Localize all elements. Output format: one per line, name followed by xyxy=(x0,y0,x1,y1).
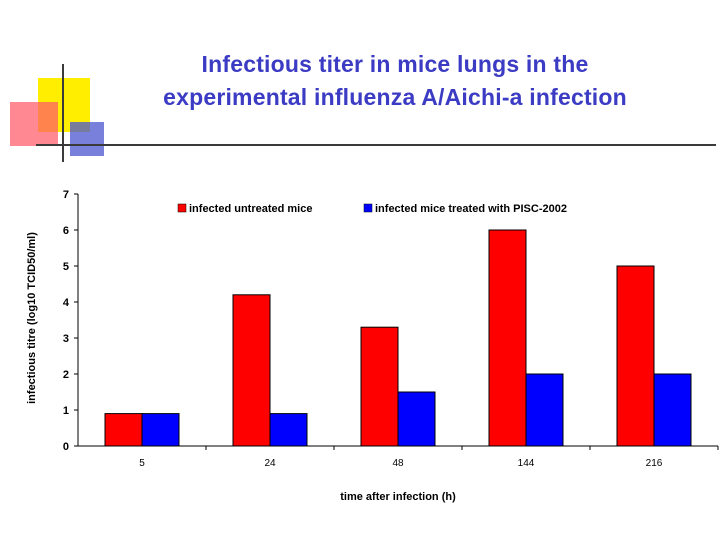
bar-treated-216 xyxy=(653,373,692,447)
deco-blue-square xyxy=(70,122,104,156)
legend-label: infected untreated mice xyxy=(189,203,312,215)
x-tick-label: 5 xyxy=(139,458,145,469)
y-tick-label: 3 xyxy=(63,333,69,345)
y-tick-label: 2 xyxy=(63,369,69,381)
slide-title-line-2: experimental influenza A/Aichi-a infecti… xyxy=(163,84,627,110)
legend-swatch xyxy=(363,203,373,213)
y-tick-label: 6 xyxy=(63,225,69,237)
bar-untreated-216 xyxy=(616,265,655,447)
y-tick-label: 1 xyxy=(63,405,69,417)
deco-red-square xyxy=(10,102,58,146)
legend-swatch xyxy=(177,203,187,213)
x-axis-label: time after infection (h) xyxy=(340,491,456,503)
y-tick-label: 5 xyxy=(63,261,69,273)
x-tick-label: 144 xyxy=(518,458,535,469)
bar-untreated-144 xyxy=(488,229,527,447)
slide-title-line-1: Infectious titer in mice lungs in the xyxy=(201,51,589,77)
bar-untreated-5 xyxy=(104,413,143,447)
bar-treated-144 xyxy=(525,373,564,447)
x-tick-label: 24 xyxy=(264,458,276,469)
x-tick-label: 48 xyxy=(392,458,404,469)
legend-label: infected mice treated with PISC-2002 xyxy=(375,203,567,215)
bar-treated-48 xyxy=(397,391,436,447)
y-tick-label: 7 xyxy=(63,189,69,201)
slide-title: Infectious titer in mice lungs in the ex… xyxy=(100,48,690,114)
y-axis-label: infectious titre (log10 TCID50/ml) xyxy=(26,232,38,404)
x-tick-label: 216 xyxy=(646,458,663,469)
deco-vertical-rule xyxy=(62,64,64,162)
y-tick-label: 4 xyxy=(63,297,70,309)
bar-treated-24 xyxy=(269,413,308,447)
y-tick-label: 0 xyxy=(63,441,69,453)
deco-horizontal-rule xyxy=(36,144,716,146)
bar-treated-5 xyxy=(141,413,180,447)
bar-untreated-48 xyxy=(360,326,399,447)
bar-untreated-24 xyxy=(232,294,271,447)
